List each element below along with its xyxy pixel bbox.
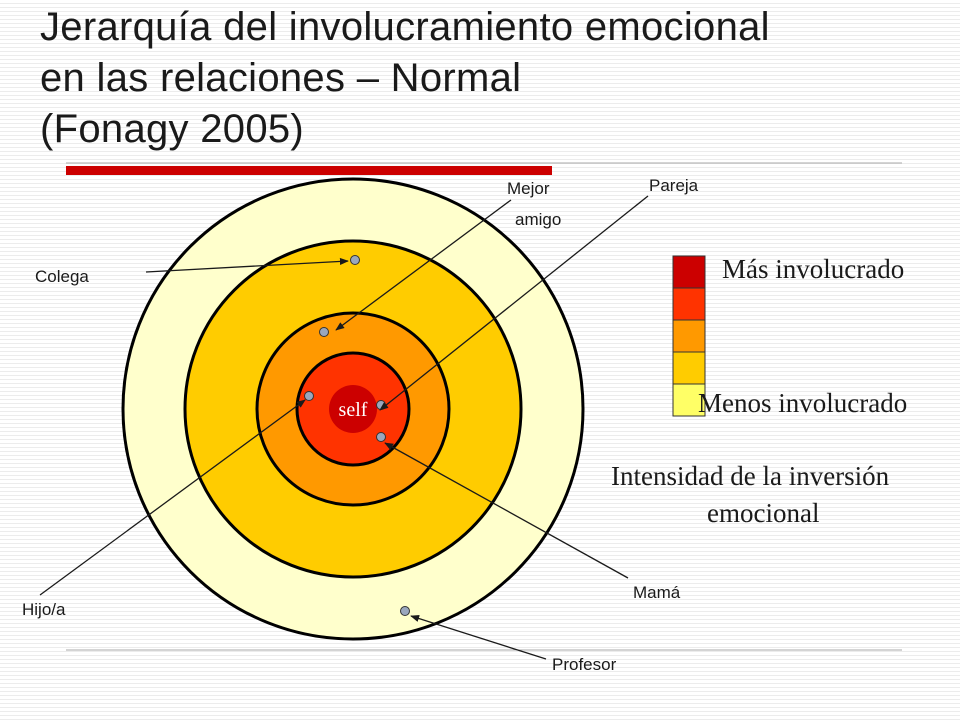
arrow-mejor-amigo [335,199,512,331]
dot-mama [376,432,386,442]
legend-less-label: Menos involucrado [698,388,907,418]
dot-pareja [376,400,386,410]
dot-mejor-amigo [319,327,329,337]
label-profesor: Profesor [552,655,617,674]
legend-caption-2: emocional [707,498,819,528]
title-line-1: Jerarquía del involucramiento emocional [40,5,770,49]
legend-caption-1: Intensidad de la inversión [611,461,890,491]
label-mejor-amigo-1: Mejor [507,179,550,198]
arrow-hijo [39,399,306,596]
title-accent-bar [66,166,552,175]
title-line-3: (Fonagy 2005) [40,107,305,151]
self-label: self [339,399,368,421]
legend-swatch-4 [672,351,706,385]
arrow-mama [384,442,629,579]
arrow-pareja [379,195,649,411]
label-pareja: Pareja [649,176,699,195]
legend-swatch-1 [672,255,706,289]
label-mama: Mamá [633,583,681,602]
legend-swatch-5 [672,383,706,417]
arrow-colega [145,257,349,273]
label-mejor-amigo-2: amigo [515,210,561,229]
dot-profesor [400,606,410,616]
legend-swatch-2 [672,287,706,321]
title-line-2: en las relaciones – Normal [40,56,522,100]
arrow-profesor [410,615,547,660]
dot-hijo [304,391,314,401]
label-colega: Colega [35,267,89,286]
legend-scale [672,255,706,417]
self-circle [329,385,377,433]
page-title: Jerarquía del involucramiento emocional … [40,2,940,155]
legend-swatch-3 [672,319,706,353]
label-hijo: Hijo/a [22,600,66,619]
legend-more-label: Más involucrado [722,254,904,284]
dot-colega [350,255,360,265]
